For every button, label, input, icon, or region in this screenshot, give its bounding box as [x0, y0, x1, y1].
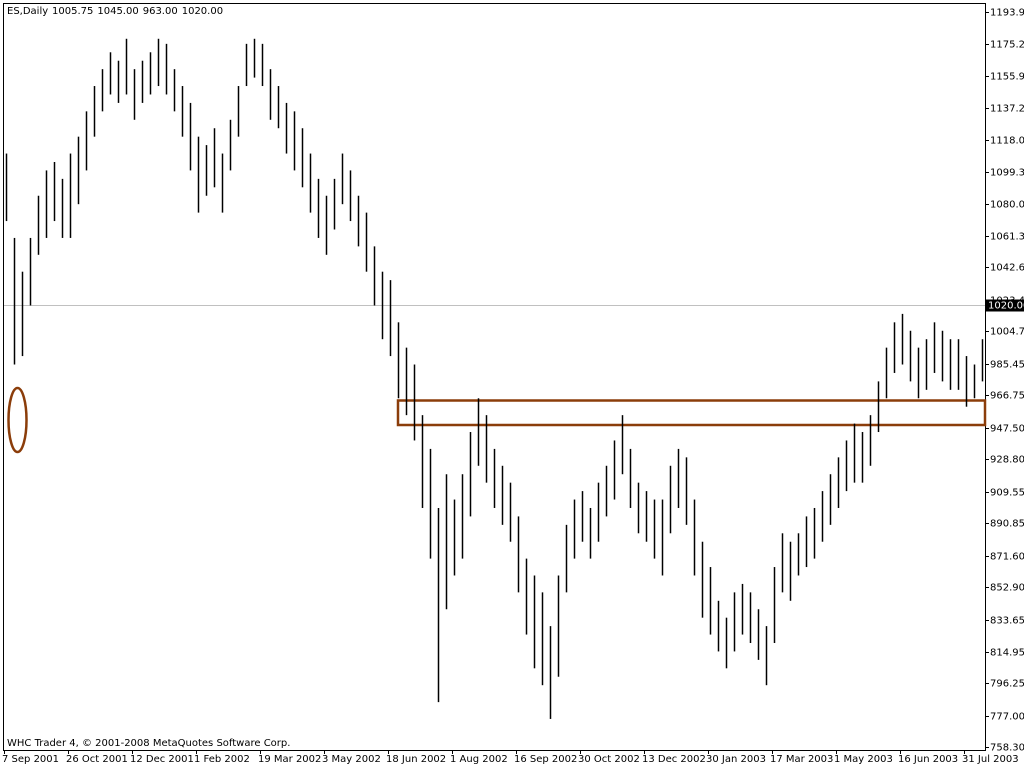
x-tick-label: 16 Jun 2003 — [898, 754, 958, 765]
y-tick-label: 1175.20 — [990, 40, 1024, 51]
header-value: 1005.75 — [52, 6, 93, 17]
y-tick-label: 1137.25 — [990, 104, 1024, 115]
x-tick-label: 3 May 2002 — [322, 754, 381, 765]
x-tick-label: 1 Feb 2002 — [194, 754, 250, 765]
header-value: 1020.00 — [182, 6, 223, 17]
y-tick-label: 909.55 — [990, 488, 1024, 499]
x-tick-label: 30 Oct 2002 — [578, 754, 640, 765]
copyright: WHC Trader 4, © 2001-2008 MetaQuotes Sof… — [7, 738, 290, 749]
y-tick-label: 966.75 — [990, 391, 1024, 402]
y-tick-label: 1155.95 — [990, 72, 1024, 83]
x-tick-label: 17 Mar 2003 — [770, 754, 833, 765]
y-tick-label: 777.00 — [990, 712, 1024, 723]
y-tick-label: 1080.05 — [990, 200, 1024, 211]
y-tick-label: 814.95 — [990, 648, 1024, 659]
y-tick-label: 796.25 — [990, 679, 1024, 690]
y-tick-label: 1099.30 — [990, 168, 1024, 179]
x-tick-label: 12 Dec 2001 — [130, 754, 194, 765]
y-tick-label: 890.85 — [990, 519, 1024, 530]
x-tick-label: 1 Aug 2002 — [450, 754, 508, 765]
y-tick-label: 947.50 — [990, 424, 1024, 435]
y-tick-label: 1118.00 — [990, 136, 1024, 147]
y-tick-label: 1193.90 — [990, 8, 1024, 19]
x-tick-label: 31 Jul 2003 — [962, 754, 1019, 765]
x-tick-label: 13 Dec 2002 — [642, 754, 706, 765]
x-tick-label: 7 Sep 2001 — [2, 754, 59, 765]
x-tick-label: 1 May 2003 — [834, 754, 893, 765]
header-value: 1045.00 — [97, 6, 138, 17]
y-tick-label: 928.80 — [990, 455, 1024, 466]
last-price-label: 1020.00 — [988, 301, 1024, 312]
x-tick-label: 26 Oct 2001 — [66, 754, 128, 765]
annotation-ellipse — [7, 386, 28, 454]
plot-frame — [3, 3, 986, 751]
x-tick-label: 30 Jan 2003 — [706, 754, 766, 765]
y-tick-label: 852.90 — [990, 583, 1024, 594]
chart-title: ES,Daily — [7, 6, 48, 17]
x-tick-label: 18 Jun 2002 — [386, 754, 446, 765]
y-tick-label: 871.60 — [990, 552, 1024, 563]
last-price-box — [986, 299, 1024, 312]
x-tick-label: 16 Sep 2002 — [514, 754, 577, 765]
y-tick-label: 1004.70 — [990, 327, 1024, 338]
y-tick-label: 1061.35 — [990, 232, 1024, 243]
header-value: 963.00 — [143, 6, 178, 17]
y-tick-label: 833.65 — [990, 616, 1024, 627]
x-tick-label: 19 Mar 2002 — [258, 754, 321, 765]
y-tick-label: 985.45 — [990, 360, 1024, 371]
y-tick-label: 1042.65 — [990, 263, 1024, 274]
y-tick-label: 758.30 — [990, 743, 1024, 754]
annotation-box — [396, 399, 987, 427]
